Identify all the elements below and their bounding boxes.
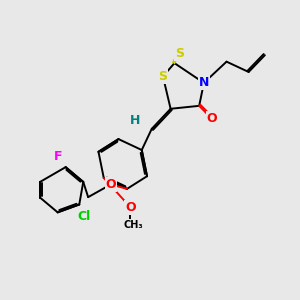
Text: O: O — [206, 112, 217, 125]
Text: N: N — [199, 76, 209, 89]
Text: O: O — [106, 178, 116, 191]
Text: CH₃: CH₃ — [123, 220, 143, 230]
Text: S: S — [175, 47, 184, 60]
Text: F: F — [54, 150, 62, 163]
Text: H: H — [130, 114, 140, 127]
Text: O: O — [125, 201, 136, 214]
Text: S: S — [158, 70, 167, 83]
Text: Cl: Cl — [77, 210, 90, 224]
